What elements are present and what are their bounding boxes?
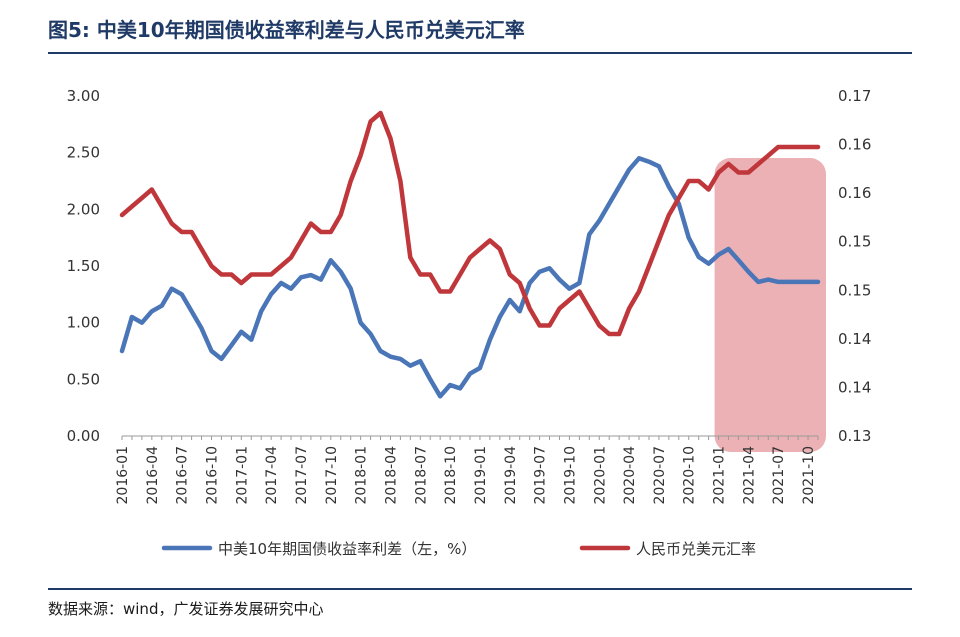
- x-tick-label: 2017-07: [294, 446, 310, 505]
- x-tick-label: 2018-04: [383, 446, 399, 505]
- source-note: 数据来源：wind，广发证券发展研究中心: [48, 600, 324, 618]
- x-tick-label: 2016-04: [145, 446, 161, 505]
- right-axis-label: 0.14: [838, 378, 871, 396]
- x-tick-label: 2020-10: [682, 446, 698, 505]
- x-tick-label: 2021-01: [712, 446, 728, 505]
- x-tick-label: 2019-01: [473, 446, 489, 505]
- x-tick-label: 2016-07: [175, 446, 191, 505]
- left-axis-label: 3.00: [67, 87, 100, 105]
- right-axis-label: 0.15: [838, 281, 871, 299]
- spread-series-line: [119, 156, 821, 399]
- chart-title: 图5: 中美10年期国债收益率利差与人民币兑美元汇率: [48, 18, 525, 42]
- x-tick-label: 2018-01: [354, 446, 370, 505]
- right-axis-label: 0.13: [838, 427, 871, 445]
- x-tick-label: 2019-10: [562, 446, 578, 505]
- left-axis-label: 2.50: [67, 144, 100, 162]
- source-divider: [48, 588, 912, 590]
- right-axis-label: 0.16: [838, 136, 871, 154]
- left-axis-label: 2.00: [67, 200, 100, 218]
- fx-series-line: [119, 110, 821, 337]
- left-axis-label: 1.00: [67, 314, 100, 332]
- highlight-region: [714, 158, 826, 452]
- x-tick-label: 2020-01: [592, 446, 608, 505]
- x-tick-label: 2020-04: [622, 446, 638, 505]
- left-axis-label: 0.00: [67, 427, 100, 445]
- x-tick-label: 2019-07: [533, 446, 549, 505]
- title-divider: [48, 52, 912, 54]
- right-axis-label: 0.15: [838, 233, 871, 251]
- x-tick-label: 2018-07: [413, 446, 429, 505]
- x-tick-label: 2021-10: [801, 446, 817, 505]
- x-tick-label: 2021-07: [771, 446, 787, 505]
- legend-fx-label: 人民币兑美元汇率: [636, 540, 756, 558]
- right-axis-label: 0.14: [838, 330, 871, 348]
- x-tick-label: 2019-04: [503, 446, 519, 505]
- legend-spread-label: 中美10年期国债收益率利差（左，%）: [218, 540, 476, 558]
- x-tick-label: 2020-07: [652, 446, 668, 505]
- x-tick-label: 2016-01: [115, 446, 131, 505]
- x-tick-label: 2017-04: [264, 446, 280, 505]
- x-tick-label: 2018-10: [443, 446, 459, 505]
- right-axis-label: 0.17: [838, 87, 871, 105]
- x-tick-label: 2017-01: [234, 446, 250, 505]
- right-axis-label: 0.16: [838, 184, 871, 202]
- x-tick-label: 2016-10: [204, 446, 220, 505]
- x-tick-label: 2017-10: [324, 446, 340, 505]
- x-tick-label: 2021-04: [741, 446, 757, 505]
- left-axis-label: 0.50: [67, 370, 100, 388]
- left-axis-label: 1.50: [67, 257, 100, 275]
